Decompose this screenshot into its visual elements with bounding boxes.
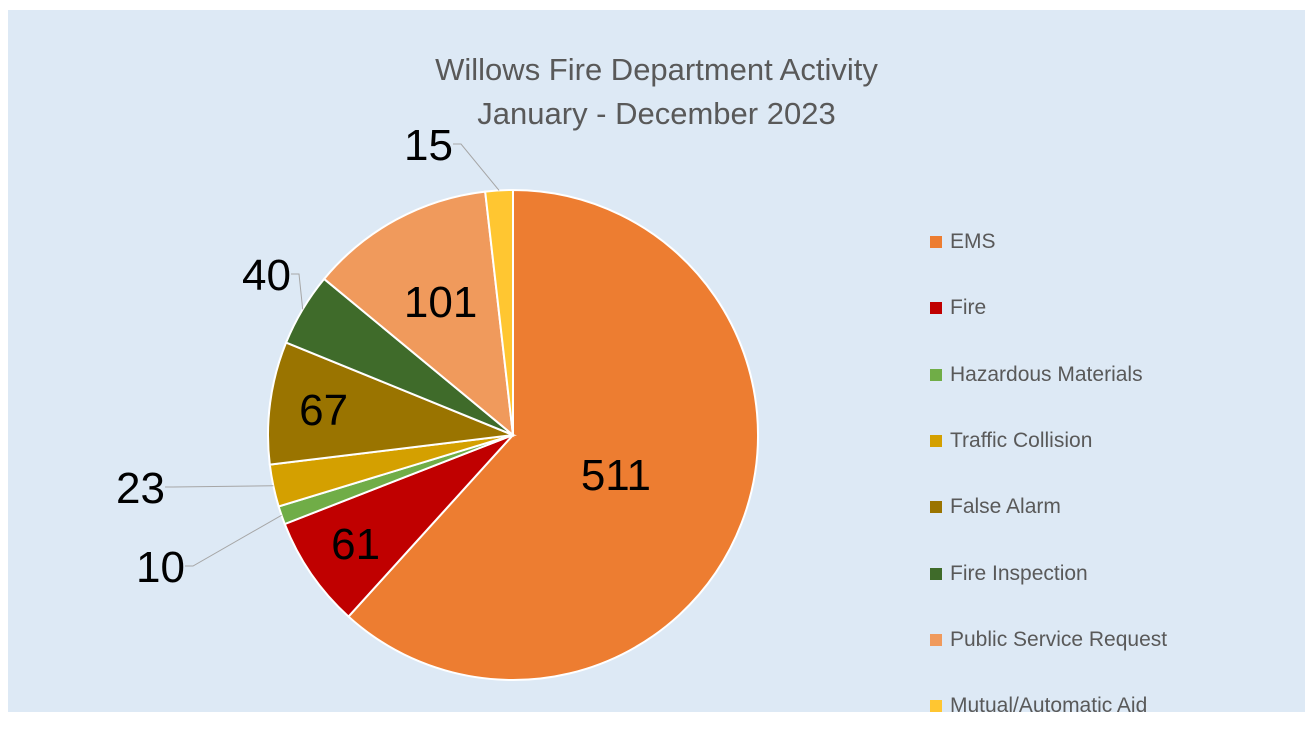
legend-label: Fire (950, 296, 987, 320)
chart-title: Willows Fire Department Activity (435, 52, 878, 87)
pie-slice-false-alarm (267, 341, 517, 466)
legend-label: Hazardous Materials (950, 362, 1143, 386)
leader-line-fire-inspection (291, 273, 304, 310)
pie-slice-ems (347, 188, 759, 681)
legend-label: Fire Inspection (950, 561, 1088, 585)
legend-item-fire-inspection: Fire Inspection (930, 540, 1167, 606)
data-label-fire-inspection: 40 (242, 251, 291, 300)
legend-item-hazardous-materials: Hazardous Materials (930, 342, 1167, 408)
legend-label: EMS (950, 230, 996, 254)
legend-item-traffic-collision: Traffic Collision (930, 408, 1167, 474)
data-label-fire: 61 (331, 520, 380, 569)
legend-swatch (930, 302, 942, 315)
leader-line-traffic-collision (165, 485, 274, 488)
legend-swatch (930, 236, 942, 249)
legend-swatch (930, 700, 942, 713)
pie-slice-fire (283, 434, 514, 618)
chart-legend: EMS Fire Hazardous Materials Traffic Collis… (930, 209, 1167, 739)
legend-item-mutual-automatic-aid: Mutual/Automatic Aid (930, 673, 1167, 739)
data-label-public-service-request: 101 (404, 278, 477, 327)
chart-area: Willows Fire Department Activity January… (8, 10, 1305, 717)
pie-slice-public-service-request (322, 190, 515, 438)
legend-swatch (930, 435, 942, 448)
legend-label: Mutual/Automatic Aid (950, 694, 1148, 718)
data-label-mutual-automatic-aid: 15 (404, 121, 453, 170)
data-label-traffic-collision: 23 (116, 464, 165, 513)
legend-label: Traffic Collision (950, 429, 1093, 453)
legend-item-public-service-request: Public Service Request (930, 607, 1167, 673)
data-label-false-alarm: 67 (299, 386, 348, 435)
data-label-ems: 511 (581, 451, 651, 500)
legend-item-fire: Fire (930, 275, 1167, 341)
legend-item-false-alarm: False Alarm (930, 474, 1167, 540)
legend-swatch (930, 633, 942, 646)
leader-line-mutual-automatic-aid (453, 143, 500, 191)
leader-line-hazardous-materials (185, 514, 282, 567)
legend-swatch (930, 368, 942, 381)
legend-label: Public Service Request (950, 627, 1168, 651)
legend-swatch (930, 567, 942, 580)
legend-swatch (930, 501, 942, 514)
data-label-hazardous-materials: 10 (136, 543, 185, 592)
legend-item-ems: EMS (930, 209, 1167, 275)
pie-chart: 511 61 10 23 67 40 101 15 (116, 121, 759, 681)
chart-subtitle: January - December 2023 (477, 96, 836, 131)
legend-label: False Alarm (950, 495, 1061, 519)
